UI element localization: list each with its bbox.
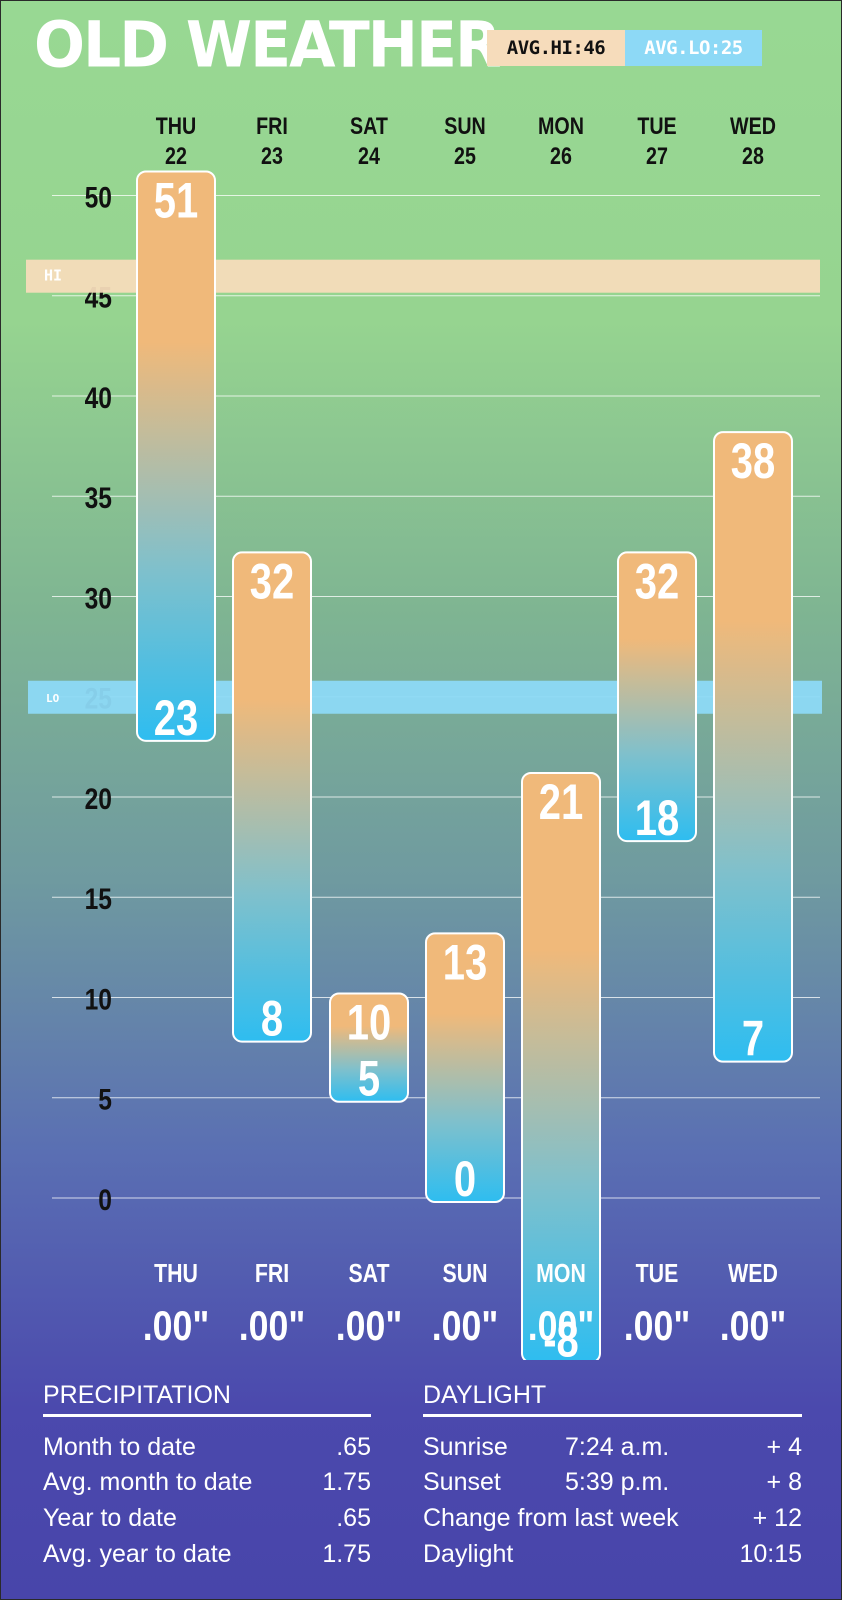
hi-value-label: 32 <box>635 553 679 609</box>
y-tick-label: 50 <box>85 180 112 214</box>
daylight-row-label: Sunset <box>423 1468 501 1496</box>
hi-value-label: 13 <box>443 934 487 990</box>
precip-day-label: MON <box>536 1259 586 1289</box>
temp-bar <box>329 992 409 1103</box>
precip-day-label: TUE <box>636 1259 679 1289</box>
day-header-fri: FRI 23 <box>239 112 305 172</box>
lo-value-label: 8 <box>261 990 283 1046</box>
precip-row-value: .65 <box>336 1433 371 1461</box>
hi-value-label: 38 <box>731 433 775 489</box>
day-header-wed: WED 28 <box>720 112 786 172</box>
day-header-tue: TUE 27 <box>624 112 690 172</box>
precip-day-label: FRI <box>255 1259 289 1289</box>
precip-value-label: .00" <box>624 1303 691 1349</box>
precip-row-value: 1.75 <box>322 1540 371 1568</box>
daylight-row-value: + 4 <box>766 1433 802 1461</box>
temperature-chart: 05101520253035404550HILO5123THU.00"328FR… <box>26 170 822 1360</box>
precipitation-heading: PRECIPITATION <box>43 1381 371 1417</box>
precip-value-label: .00" <box>239 1303 306 1349</box>
y-tick-label: 15 <box>85 882 112 916</box>
day-header-date: 27 <box>646 143 668 170</box>
daylight-row-label: Change from last week <box>423 1504 679 1532</box>
lo-value-label: 23 <box>154 690 198 746</box>
day-header-dow: FRI <box>256 113 288 140</box>
page-title: OLD WEATHER <box>34 8 501 83</box>
day-header-date: 26 <box>550 143 572 170</box>
precip-day-label: THU <box>154 1259 198 1289</box>
day-header-date: 22 <box>165 143 187 170</box>
daylight-heading: DAYLIGHT <box>423 1381 802 1417</box>
precip-value-label: .00" <box>336 1303 403 1349</box>
avg-band-label: HI <box>44 267 62 285</box>
day-header-dow: SUN <box>444 113 486 140</box>
daylight-row-time: 7:24 a.m. <box>565 1433 670 1461</box>
daylight-row-time: 5:39 p.m. <box>565 1468 670 1496</box>
y-tick-label: 40 <box>85 381 112 415</box>
temp-bar <box>136 170 216 742</box>
precip-row-value: 1.75 <box>322 1468 371 1496</box>
daylight-row-value: + 8 <box>766 1468 802 1496</box>
temp-bar <box>617 551 697 843</box>
precip-value-label: .00" <box>528 1303 595 1349</box>
hi-value-label: 21 <box>539 774 583 830</box>
temp-bar <box>425 932 505 1203</box>
hi-value-label: 51 <box>154 172 198 228</box>
y-tick-label: 10 <box>85 982 112 1016</box>
daylight-row-value: + 12 <box>752 1504 802 1532</box>
day-header-thu: THU 22 <box>143 112 209 172</box>
daylight-row-label: Sunrise <box>423 1433 508 1461</box>
temp-bar <box>521 771 601 1360</box>
day-header-date: 24 <box>358 143 380 170</box>
y-tick-label: 0 <box>98 1183 112 1217</box>
lo-value-label: 18 <box>635 790 679 846</box>
precip-row-label: Avg. month to date <box>43 1468 253 1496</box>
temp-bar <box>232 551 312 1043</box>
day-header-sun: SUN 25 <box>432 112 498 172</box>
avg-hi-badge: AVG.HI:46 <box>487 30 625 66</box>
y-tick-label: 35 <box>85 481 112 515</box>
day-header-mon: MON 26 <box>528 112 594 172</box>
lo-value-label: 0 <box>454 1151 476 1207</box>
day-header-dow: TUE <box>637 113 677 140</box>
lo-value-label: 7 <box>742 1010 764 1066</box>
y-tick-label: 20 <box>85 782 112 816</box>
precip-value-label: .00" <box>720 1303 787 1349</box>
precip-day-label: SAT <box>348 1259 389 1289</box>
avg-band-label: LO <box>46 692 60 705</box>
day-header-dow: WED <box>730 113 776 140</box>
day-header-date: 23 <box>261 143 283 170</box>
y-tick-label: 30 <box>85 581 112 615</box>
lo-value-label: 5 <box>358 1050 380 1106</box>
day-header-dow: THU <box>155 113 197 140</box>
day-header-dow: SAT <box>350 113 388 140</box>
day-header-dow: MON <box>538 113 584 140</box>
day-header-date: 25 <box>454 143 476 170</box>
precip-day-label: WED <box>728 1259 778 1289</box>
lo-value-label: -8 <box>543 1311 579 1360</box>
day-header-date: 28 <box>742 143 764 170</box>
precip-day-label: SUN <box>442 1259 487 1289</box>
daylight-row-label: Daylight <box>423 1540 514 1568</box>
y-tick-label: 5 <box>98 1082 112 1116</box>
day-header-sat: SAT 24 <box>336 112 402 172</box>
precip-row-value: .65 <box>336 1504 371 1532</box>
daylight-row-value: 10:15 <box>739 1540 802 1568</box>
hi-value-label: 10 <box>347 994 391 1050</box>
precip-row-label: Month to date <box>43 1433 196 1461</box>
precip-value-label: .00" <box>143 1303 210 1349</box>
precip-value-label: .00" <box>432 1303 499 1349</box>
avg-lo-badge: AVG.LO:25 <box>625 30 762 66</box>
temp-bar <box>713 431 793 1063</box>
precip-row-label: Avg. year to date <box>43 1540 232 1568</box>
hi-value-label: 32 <box>250 553 294 609</box>
precip-row-label: Year to date <box>43 1504 177 1532</box>
